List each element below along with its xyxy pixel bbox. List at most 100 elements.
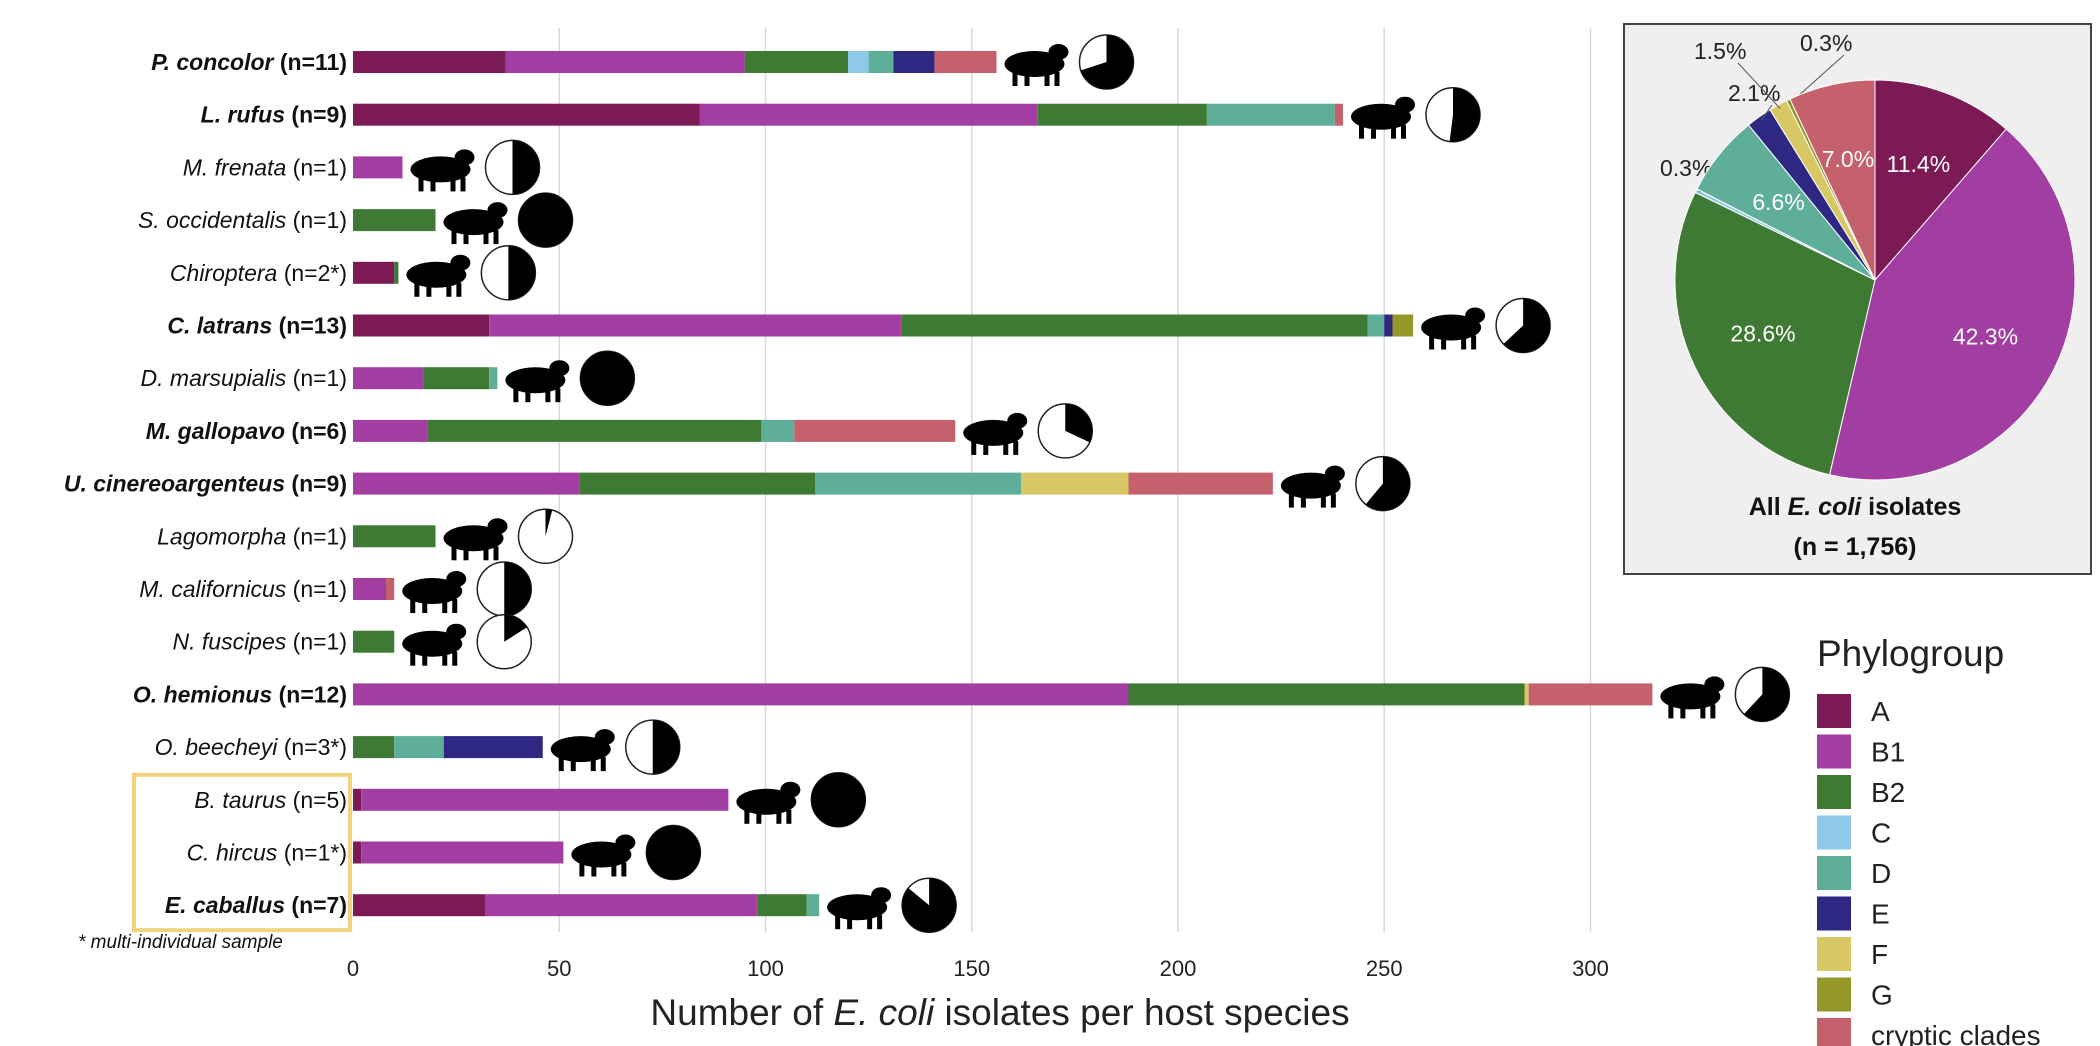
inset-pie-slice-b2 <box>1674 191 1876 476</box>
bar-segment-u-cinereoargenteus-b2 <box>579 472 815 495</box>
bar-segment-l-rufus-b1 <box>699 103 1038 126</box>
row-pie-u-cinereoargenteus <box>1355 455 1411 512</box>
animal-icons <box>402 44 1725 930</box>
row-label-u-cinereoargenteus: U. cinereoargenteus (n=9) <box>64 471 347 497</box>
row-pie-lagomorpha <box>517 508 574 565</box>
opossum-icon <box>505 360 570 403</box>
footnote: * multi-individual sample <box>78 932 283 953</box>
cow-icon <box>736 781 801 824</box>
bar-segment-u-cinereoargenteus-cryptic-clades <box>1128 472 1273 495</box>
bar-segment-p-concolor-c <box>848 51 869 73</box>
legend-swatch-e <box>1817 896 1851 931</box>
legend-swatch-c <box>1817 815 1851 850</box>
bar-segment-p-concolor-a <box>353 51 506 73</box>
coyote-icon <box>1421 307 1486 350</box>
rabbit-icon <box>443 518 508 561</box>
row-labels: P. concolor (n=11) L. rufus (n=9) M. frena… <box>64 49 347 953</box>
bar-segment-o-beecheyi-e <box>443 736 543 759</box>
bar-segment-o-hemionus-b2 <box>1128 683 1525 706</box>
bar-segment-e-caballus-d <box>806 894 820 917</box>
bar-segment-u-cinereoargenteus-b1 <box>353 472 580 495</box>
row-label-m-frenata: M. frenata (n=1) <box>183 154 347 180</box>
legend-swatch-cryptic-clades <box>1817 1018 1851 1046</box>
vole-icon <box>402 571 467 613</box>
row-pie-b-taurus <box>810 772 867 828</box>
legend-label-c: C <box>1871 818 1891 849</box>
bar-segment-l-rufus-cryptic-clades <box>1334 103 1343 126</box>
row-label-o-beecheyi: O. beecheyi (n=3*) <box>155 734 347 760</box>
bar-segment-p-concolor-cryptic-clades <box>934 51 997 73</box>
legend-label-g: G <box>1871 980 1893 1011</box>
bar-segment-c-latrans-b2 <box>901 314 1368 337</box>
horse-icon <box>827 887 892 930</box>
goat-icon <box>571 834 636 877</box>
bar-segment-e-caballus-a <box>353 894 485 917</box>
row-pie-o-hemionus <box>1734 666 1791 723</box>
bar-segment-p-concolor-d <box>868 51 894 73</box>
inset-pie-label-g: 0.3% <box>1800 30 1852 56</box>
row-pie-l-rufus <box>1425 86 1481 143</box>
row-pie-n-fuscipes <box>476 613 532 670</box>
row-label-o-hemionus: O. hemionus (n=12) <box>133 681 347 707</box>
bar-segment-c-latrans-a <box>353 314 490 337</box>
bar-segment-c-latrans-b1 <box>489 314 902 337</box>
bar-segment-lagomorpha-b2 <box>353 525 436 548</box>
x-tick-label: 300 <box>1572 956 1609 981</box>
domestic-species-highlight-box <box>132 772 352 933</box>
legend-label-f: F <box>1871 939 1888 970</box>
row-label-e-caballus: E. caballus (n=7) <box>165 892 347 918</box>
inset-pie-label-b2: 28.6% <box>1730 320 1795 346</box>
bar-segment-o-hemionus-cryptic-clades <box>1528 683 1653 706</box>
x-tick-label: 100 <box>747 956 784 981</box>
x-tick-label: 0 <box>347 956 359 981</box>
legend-label-e: E <box>1871 899 1890 930</box>
row-label-n-fuscipes: N. fuscipes (n=1) <box>173 629 348 655</box>
inset-pie-label-f: 1.5% <box>1694 38 1746 64</box>
bar-segment-m-frenata-b1 <box>353 156 403 179</box>
bar-segment-l-rufus-d <box>1206 103 1335 126</box>
x-tick-label: 150 <box>953 956 990 981</box>
row-pie-o-beecheyi <box>625 719 681 775</box>
row-pies <box>476 34 1791 933</box>
row-pie-d-marsupialis <box>579 350 636 406</box>
bar-segment-m-californicus-cryptic-clades <box>386 578 395 600</box>
bar-segment-e-caballus-b1 <box>485 894 758 917</box>
legend-label-b1: B1 <box>1871 737 1905 768</box>
row-pie-s-occidentalis <box>517 192 574 248</box>
stacked-bars <box>353 51 1653 917</box>
inset-pie-slice-b1 <box>1828 128 2076 481</box>
row-label-s-occidentalis: S. occidentalis (n=1) <box>138 207 347 233</box>
cougar-icon <box>1004 44 1069 86</box>
legend-label-a: A <box>1871 696 1890 727</box>
bar-segment-l-rufus-a <box>353 103 700 126</box>
row-pie-e-caballus <box>901 877 957 933</box>
row-pie-m-gallopavo <box>1037 403 1093 459</box>
woodrat-icon <box>402 623 467 666</box>
inset-pie-label-a: 11.4% <box>1887 151 1951 177</box>
bar-segment-b-taurus-a <box>353 788 362 811</box>
bobcat-icon <box>1351 96 1415 139</box>
inset-pie-label-d: 6.6% <box>1752 189 1804 215</box>
row-pie-chiroptera <box>480 245 537 301</box>
bar-segment-n-fuscipes-b2 <box>353 630 395 653</box>
legend-title: Phylogroup <box>1817 633 2004 674</box>
row-label-l-rufus: L. rufus (n=9) <box>201 102 347 128</box>
row-label-chiroptera: Chiroptera (n=2*) <box>170 260 347 286</box>
bar-segment-u-cinereoargenteus-f <box>1021 472 1129 495</box>
turkey-icon <box>963 412 1028 455</box>
bar-segment-p-concolor-b1 <box>505 51 745 73</box>
bar-segment-b-taurus-b1 <box>361 788 729 811</box>
bar-segment-c-hircus-a <box>353 841 362 864</box>
bar-segment-chiroptera-b2 <box>394 261 399 284</box>
bar-segment-c-latrans-g <box>1392 314 1414 337</box>
bar-segment-s-occidentalis-b2 <box>353 209 436 232</box>
legend-swatch-a <box>1817 694 1851 728</box>
row-pie-m-frenata <box>484 139 541 196</box>
inset-pie-label-cryptic-clades: 7.0% <box>1822 146 1874 172</box>
x-tick-label: 200 <box>1160 956 1197 981</box>
bar-segment-c-latrans-e <box>1384 314 1393 337</box>
legend-label-cryptic-clades: cryptic clades <box>1871 1020 2041 1046</box>
row-pie-c-hircus <box>645 824 702 881</box>
bar-segment-o-hemionus-b1 <box>353 683 1129 706</box>
